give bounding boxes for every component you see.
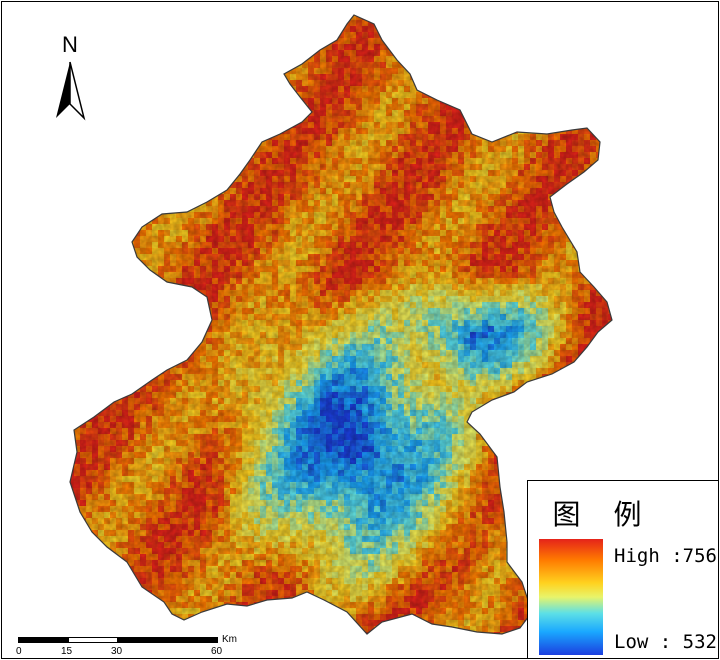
scale-unit: Km	[222, 634, 237, 645]
scale-tick-0: 0	[16, 646, 22, 657]
legend: 图 例 High :756 Low : 532	[527, 480, 718, 658]
legend-color-ramp	[539, 539, 603, 655]
legend-title: 图 例	[552, 498, 654, 531]
scale-segment-1	[18, 637, 68, 643]
legend-high-label: High :756	[614, 545, 717, 567]
legend-low-label: Low : 532	[614, 631, 717, 653]
scale-tick-60: 60	[211, 646, 223, 657]
scale-bar: 0 15 30 60 Km	[16, 634, 256, 658]
scale-tick-15: 15	[61, 646, 73, 657]
scale-tick-30: 30	[111, 646, 123, 657]
north-arrow-label: N	[62, 32, 78, 57]
scale-segment-3	[118, 637, 218, 643]
north-arrow-icon	[56, 61, 86, 121]
north-arrow: N	[50, 32, 90, 122]
scale-segment-2	[68, 637, 118, 643]
